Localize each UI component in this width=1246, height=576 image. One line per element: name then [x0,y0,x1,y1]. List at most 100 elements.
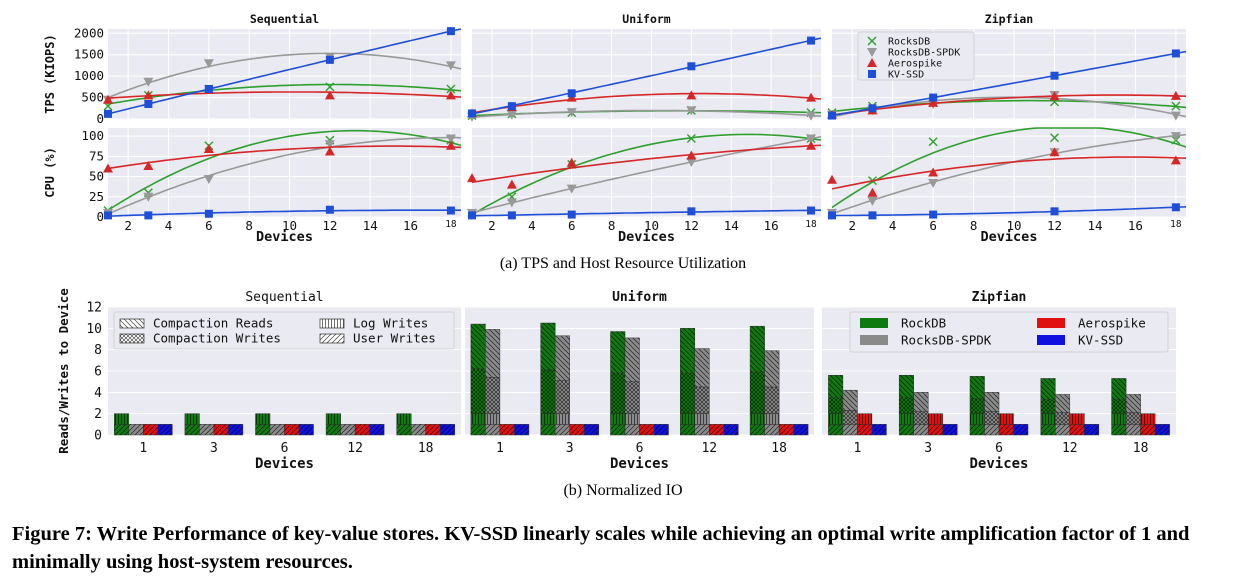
xtick-label: 6 [568,218,576,233]
io-bar-hatch [199,424,214,435]
io-bar-hatch [970,398,985,414]
io-bar-hatch [569,424,585,435]
tps-ylabel: TPS (KIOPS) [43,34,57,113]
io-bar-hatch [680,424,695,435]
xtick-label: 2 [124,218,132,233]
io-xtick-label: 12 [1062,441,1078,456]
io-bar-hatch [913,411,929,425]
io-x-axis-label: Devices [255,456,314,472]
legend-label: KV-SSD [888,70,924,81]
io-bar-hatch [1040,399,1056,414]
io-bar-hatch [540,369,556,414]
legend-label: Log Writes [353,316,428,331]
tps-data-point [1049,91,1060,101]
io-bar-hatch [114,424,129,435]
io-bar-hatch [842,424,858,435]
cpu-data-point [1170,155,1181,165]
cpu-data-point [929,210,938,219]
tps-data-point [507,102,516,111]
io-bar-hatch [1111,378,1127,400]
io-bar-hatch [1055,394,1070,413]
legend-label: Aerospike [888,59,942,70]
tps-data-point [806,92,817,102]
io-bar-hatch [584,424,599,435]
io-bar-hatch [680,373,695,414]
io-bar-hatch [540,413,556,425]
io-xtick-label: 1 [496,441,504,456]
cpu-ytick-label: 100 [81,128,104,143]
cpu-panel: 0 25 50 75 100 CPU (%) 2 4 6 8 10 12 14 16 18 Devices 2 4… [43,127,1187,245]
xtick-label: 18 [805,219,817,230]
io-bar-hatch [970,413,985,425]
io-bar-hatch [270,424,285,435]
tps-trend-line [107,28,462,115]
io-bar-hatch [157,424,173,435]
tps-data-point [144,100,153,108]
io-bar-hatch [828,424,843,435]
cpu-data-point [1050,133,1060,143]
io-bar-hatch [184,424,200,435]
io-xtick-label: 3 [924,441,932,456]
tps-trend-line [471,92,822,114]
io-bar-hatch [369,424,385,435]
subcaption-b: (b) Normalized IO [563,482,683,499]
xtick-label: 12 [1047,218,1062,233]
io-bar-hatch [1140,424,1156,435]
io-bar-hatch [694,413,710,425]
xtick-label: 14 [1087,218,1102,233]
tps-data-point [506,110,517,120]
x-axis-label: Devices [981,229,1038,245]
io-subplot-title: Sequential [245,290,323,305]
io-bar-hatch [913,424,929,435]
io-bar-hatch [1084,424,1099,435]
cpu-ytick-label: 0 [96,209,104,224]
io-bar-hatch [750,372,765,414]
io-xtick-label: 12 [347,441,363,456]
io-xtick-label: 18 [1133,441,1149,456]
cpu-data-point [467,173,477,183]
io-bar-hatch [1069,424,1085,435]
cpu-ytick-label: 50 [89,169,104,184]
cpu-data-point [566,184,577,194]
legend-label: KV-SSD [1078,333,1123,348]
io-bar-hatch [540,323,556,370]
tps-data-point [104,109,112,118]
xtick-label: 8 [970,218,978,233]
io-bar-hatch [928,413,943,425]
io-bar-hatch [625,381,640,414]
xtick-label: 16 [1128,218,1143,233]
io-xtick-label: 3 [566,441,574,456]
tps-ytick-label: 0 [96,111,104,126]
io-xtick-label: 12 [701,441,717,456]
xtick-label: 10 [282,218,297,233]
io-ylabel: Reads/Writes to Device [56,288,71,454]
cpu-data-point [928,179,939,189]
io-bar-hatch [1040,378,1056,400]
io-bar-hatch [470,324,486,369]
cpu-data-point [806,140,817,150]
io-bar-hatch [555,424,570,435]
tps-data-point [686,90,697,100]
xtick-label: 18 [445,219,457,230]
io-xtick-label: 3 [210,441,218,456]
io-bar-hatch [555,335,570,381]
cpu-trend-line [107,129,462,211]
cpu-ytick-label: 25 [89,189,104,204]
tps-trend-line [831,94,1187,116]
io-bar-hatch [970,424,985,435]
io-bar-hatch [184,413,200,425]
cpu-data-point [324,140,335,150]
io-bar-hatch [1126,424,1141,435]
io-xtick-label: 1 [853,441,861,456]
tps-trend-line [471,37,822,115]
io-bar-hatch [440,424,455,435]
io-bar-hatch [499,424,515,435]
io-bar-hatch [470,413,486,425]
io-bar-hatch [764,413,780,425]
io-bar-hatch [654,424,669,435]
cpu-data-point [446,206,455,215]
store-legend: RockDB RocksDB-SPDK Aerospike KV-SSD [849,311,1169,353]
io-bar-hatch [750,413,765,425]
tps-data-point [445,61,456,71]
